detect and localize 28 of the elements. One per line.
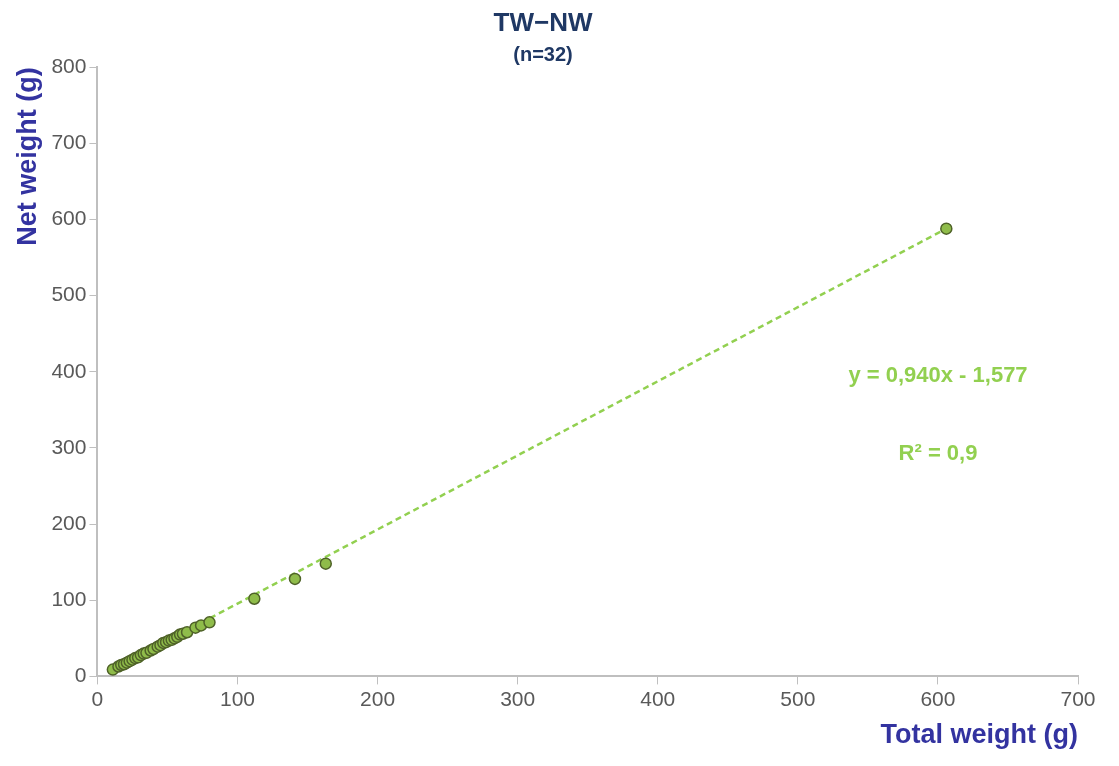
y-tick-label: 700 xyxy=(51,130,87,154)
y-tick-label: 800 xyxy=(51,54,87,77)
chart-subtitle: (n=32) xyxy=(513,42,573,65)
y-tick-label: 200 xyxy=(51,510,87,534)
y-axis-title: Net weight (g) xyxy=(11,67,42,246)
point xyxy=(203,616,216,629)
point xyxy=(319,557,333,570)
y-tick-label: 500 xyxy=(51,282,87,306)
chart-title: TW−NW xyxy=(493,6,593,37)
x-axis-title: Total weight (g) xyxy=(880,719,1078,750)
x-tick-label: 400 xyxy=(640,686,676,710)
point xyxy=(248,592,261,605)
y-tick-label: 300 xyxy=(51,434,87,458)
y-tick-label: 0 xyxy=(74,663,87,687)
y-tick-label: 400 xyxy=(51,358,87,382)
y-tick-label: 600 xyxy=(51,206,87,230)
y-tick-label: 100 xyxy=(51,587,87,611)
x-tick-label: 200 xyxy=(360,686,396,710)
x-tick-label: 500 xyxy=(780,686,816,710)
x-tick-label: 0 xyxy=(91,686,104,710)
x-tick-label: 600 xyxy=(920,686,956,710)
annotation: R² = 0,9 xyxy=(898,440,978,466)
x-tick-label: 100 xyxy=(219,686,256,710)
x-tick-label: 300 xyxy=(500,686,536,710)
x-tick-label: 700 xyxy=(1060,686,1096,710)
point xyxy=(940,222,953,235)
annotation: y = 0,940x - 1,577 xyxy=(848,362,1028,388)
point xyxy=(288,572,302,586)
